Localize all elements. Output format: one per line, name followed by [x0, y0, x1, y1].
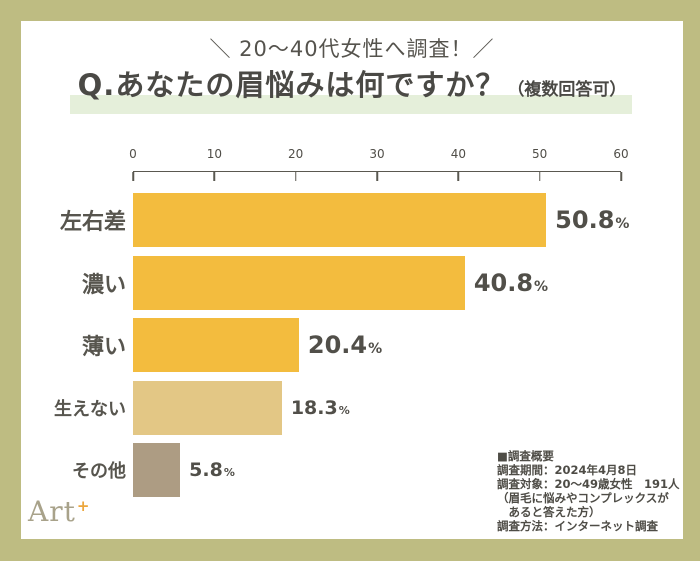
bar-track: 20.4% [133, 318, 621, 373]
bar [133, 380, 282, 435]
category-label: 左右差 [59, 210, 126, 236]
value-label: 5.8% [189, 459, 235, 481]
bar-track: 18.3% [133, 380, 621, 435]
axis-tick [620, 172, 622, 181]
survey-note-line: 調査対象：20〜49歳女性 191人 [497, 477, 680, 491]
survey-note-line: 調査期間：2024年4月8日 [497, 463, 638, 477]
category-label: 濃い [81, 272, 126, 298]
bar-track: 40.8% [133, 255, 621, 310]
title-note: （複数回答可） [507, 80, 627, 100]
axis-tick [538, 172, 541, 181]
axis-tick-label: 50 [532, 147, 548, 161]
survey-notes: ■調査概要 調査期間：2024年4月8日 調査対象：20〜49歳女性 191人 （眉… [497, 449, 682, 533]
axis-tick-label: 0 [129, 147, 137, 161]
bar-row: その他 5.8% [21, 439, 683, 502]
axis-tick [213, 172, 216, 181]
percent-sign: % [368, 341, 383, 358]
category-label: その他 [72, 461, 126, 483]
value-label: 20.4% [308, 331, 382, 359]
bar [133, 443, 181, 498]
x-axis-ticks [132, 172, 622, 181]
x-axis-labels: 0 10 20 30 40 50 60 [129, 147, 628, 167]
bar-track: 5.8% [133, 443, 621, 498]
brand-logo: Art+ [28, 495, 90, 528]
bar-track: 50.8% [133, 193, 629, 248]
axis-tick-label: 10 [206, 147, 222, 161]
percent-sign: % [338, 403, 350, 417]
survey-subtitle: ＼ 20〜40代女性へ調査！／ [209, 37, 495, 61]
value-number: 40.8 [473, 268, 534, 297]
value-number: 18.3 [290, 396, 338, 419]
infographic-card: ＼ 20〜40代女性へ調査！／ Q.あなたの眉悩みは何ですか？ （複数回答可） 0… [21, 21, 683, 539]
brand-logo-plus: + [76, 496, 91, 515]
bar [133, 255, 465, 310]
axis-tick-label: 30 [369, 147, 385, 161]
survey-note-line: （眉毛に悩みやコンプレックスが [497, 491, 669, 505]
page-title: Q.あなたの眉悩みは何ですか？ [77, 68, 506, 102]
axis-tick [294, 172, 297, 181]
value-number: 50.8 [555, 206, 615, 235]
survey-notes-heading: ■調査概要 [497, 449, 554, 463]
survey-note-line: 調査方法：インターネット調査 [497, 519, 658, 533]
category-label: 薄い [81, 335, 126, 361]
title-highlight [70, 95, 632, 114]
bar-row: 薄い 20.4% [21, 314, 683, 377]
x-axis-line [132, 171, 622, 181]
x-axis: 0 10 20 30 40 50 60 [129, 147, 629, 181]
percent-sign: % [615, 216, 630, 233]
value-number: 20.4 [307, 331, 368, 360]
axis-tick [376, 172, 378, 181]
value-label: 18.3% [291, 397, 350, 419]
category-label: 生えない [54, 398, 126, 420]
axis-tick-label: 40 [450, 147, 466, 161]
bar [133, 193, 547, 248]
value-label: 50.8% [555, 206, 629, 234]
survey-note-line: あると答えた方） [497, 505, 601, 519]
axis-tick-label: 20 [288, 147, 304, 161]
bar-row: 生えない 18.3% [21, 377, 683, 440]
bar-row: 左右差 50.8% [21, 189, 683, 252]
bar-chart: 左右差 50.8% 濃い 40.8% 薄い 20.4% 生えない 18.3% その他 5.8% [21, 189, 683, 502]
brand-logo-text: Art [28, 495, 76, 528]
survey-notes-lines: 調査期間：2024年4月8日 調査対象：20〜49歳女性 191人 （眉毛に悩みやコ… [497, 463, 682, 533]
percent-sign: % [223, 466, 235, 480]
axis-tick-label: 60 [613, 147, 629, 161]
bar-row: 濃い 40.8% [21, 252, 683, 315]
percent-sign: % [534, 278, 549, 295]
axis-tick [132, 172, 134, 181]
bar [133, 318, 299, 373]
axis-tick [457, 172, 460, 181]
value-number: 5.8 [189, 459, 223, 482]
value-label: 40.8% [474, 269, 548, 297]
title-wrap: Q.あなたの眉悩みは何ですか？ （複数回答可） [21, 62, 683, 114]
